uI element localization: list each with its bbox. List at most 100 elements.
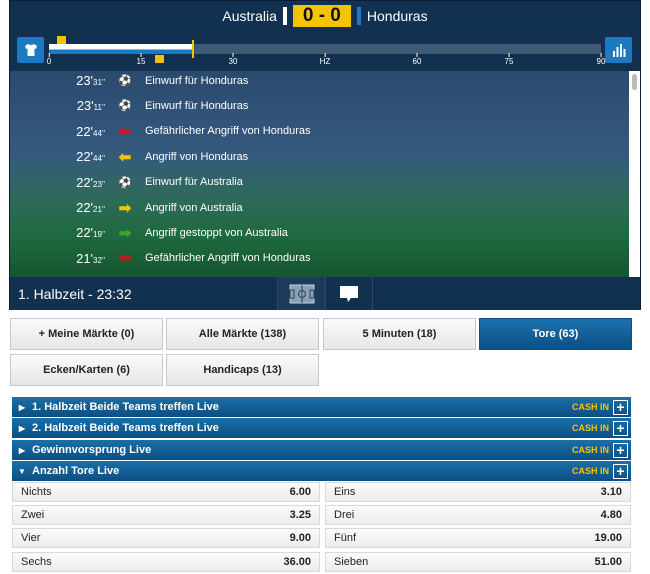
- commentary-button[interactable]: [325, 277, 373, 310]
- market-header[interactable]: ▶ 1. Halbzeit Beide Teams treffen Live CAS…: [12, 397, 631, 417]
- odds-button[interactable]: Nichts 6.00: [12, 482, 320, 502]
- market-tab[interactable]: Tore (63): [479, 318, 632, 350]
- period-label: 1. Halbzeit - 23:32: [18, 286, 132, 302]
- caret-down-icon: ▼: [18, 466, 26, 476]
- event-item: 22'19'' ➡ Angriff gestoppt von Australia: [10, 220, 630, 245]
- event-minute: 22': [76, 149, 94, 165]
- market-title: Anzahl Tore Live: [32, 465, 120, 477]
- event-second: 44'': [93, 128, 105, 138]
- arrow-right-green-icon: ➡: [118, 224, 132, 242]
- market-header[interactable]: ▶ Gewinnvorsprung Live CASH IN +: [12, 440, 631, 460]
- arrow-right-yellow-icon: ➡: [118, 199, 132, 217]
- odds-label: Nichts: [21, 486, 52, 498]
- event-text: Einwurf für Honduras: [145, 74, 249, 87]
- event-second: 44'': [93, 154, 105, 164]
- event-second: 32'': [93, 255, 105, 265]
- odds-button[interactable]: Drei 4.80: [325, 505, 631, 526]
- arrow-left-red-icon: ⬅: [118, 123, 132, 141]
- cash-in-label[interactable]: CASH IN: [571, 445, 609, 455]
- market-tab[interactable]: Handicaps (13): [166, 354, 319, 386]
- event-item: 23'31'' ⚽ Einwurf für Honduras: [10, 71, 630, 93]
- scrollbar-thumb[interactable]: [632, 74, 637, 90]
- odds-button[interactable]: Sechs 36.00: [12, 551, 320, 572]
- odds-value: 51.00: [594, 555, 622, 568]
- away-event-marker[interactable]: [155, 55, 165, 63]
- shirt-icon: [24, 44, 37, 56]
- scrollbar[interactable]: [629, 71, 640, 277]
- cash-in-label[interactable]: CASH IN: [571, 402, 609, 412]
- stats-button[interactable]: [605, 37, 632, 63]
- event-second: 31'': [93, 78, 105, 87]
- odds-value: 4.80: [600, 509, 622, 522]
- odds-button[interactable]: Fünf 19.00: [325, 528, 631, 549]
- odds-label: Fünf: [334, 532, 357, 545]
- odds-label: Drei: [334, 509, 355, 522]
- event-minute: 22': [76, 174, 94, 190]
- event-text: Gefährlicher Angriff von Honduras: [145, 125, 311, 138]
- market-header[interactable]: ▶ 2. Halbzeit Beide Teams treffen Live CAS…: [12, 418, 631, 438]
- event-minute: 22': [76, 123, 94, 139]
- odds-button[interactable]: Sieben 51.00: [325, 551, 631, 572]
- plus-icon[interactable]: +: [613, 463, 628, 479]
- odds-label: Zwei: [21, 509, 45, 522]
- odds-button[interactable]: Zwei 3.25: [12, 505, 320, 526]
- event-time: 22'19'': [10, 225, 105, 240]
- market-tab[interactable]: Ecken/Karten (6): [10, 354, 163, 386]
- caret-right-icon: ▶: [18, 445, 26, 455]
- plus-icon[interactable]: +: [613, 399, 628, 415]
- event-second: 11'': [93, 103, 105, 113]
- event-second: 19'': [93, 230, 105, 240]
- event-time: 21'32'': [10, 251, 105, 266]
- market-tab[interactable]: 5 Minuten (18): [323, 318, 476, 350]
- plus-icon[interactable]: +: [613, 442, 628, 458]
- event-minute: 22': [76, 225, 94, 241]
- market-tab[interactable]: Alle Märkte (138): [166, 318, 319, 350]
- market-title: 1. Halbzeit Beide Teams treffen Live: [32, 401, 219, 413]
- event-time: 22'44'': [10, 149, 105, 164]
- event-text: Gefährlicher Angriff von Honduras: [145, 252, 311, 265]
- away-color-bar: [356, 7, 361, 25]
- event-text: Angriff von Honduras: [145, 150, 249, 163]
- event-minute: 23': [76, 73, 94, 88]
- odds-value: 3.25: [289, 509, 311, 522]
- odds-label: Sechs: [21, 555, 52, 568]
- event-time: 22'21'': [10, 200, 105, 215]
- event-list[interactable]: 23'31'' ⚽ Einwurf für Honduras 23'11'' ⚽ Einw…: [10, 71, 630, 277]
- event-time: 23'31'': [10, 73, 105, 88]
- odds-button[interactable]: Eins 3.10: [325, 482, 631, 502]
- home-team: Australia: [222, 8, 277, 24]
- speech-bubble-icon: [340, 285, 358, 302]
- odds-button[interactable]: Vier 9.00: [12, 528, 320, 549]
- current-time-marker: [192, 40, 195, 58]
- event-item: 22'21'' ➡ Angriff von Australia: [10, 195, 630, 220]
- throw-in-icon: ⚽: [118, 176, 132, 189]
- scoreboard: Australia 0 - 0 Honduras: [10, 5, 640, 27]
- score: 0 - 0: [292, 5, 351, 27]
- event-time: 23'11'': [10, 98, 105, 113]
- market-title: 2. Halbzeit Beide Teams treffen Live: [32, 422, 219, 434]
- odds-value: 9.00: [289, 532, 311, 545]
- lineup-button[interactable]: [17, 37, 44, 63]
- event-text: Angriff von Australia: [145, 201, 243, 214]
- market-tab[interactable]: + Meine Märkte (0): [10, 318, 163, 350]
- caret-right-icon: ▶: [18, 423, 26, 433]
- pitch-view-button[interactable]: [277, 277, 325, 310]
- odds-label: Vier: [21, 532, 41, 545]
- match-tracker: Australia 0 - 0 Honduras 23'31'' ⚽ Einwurf…: [9, 0, 641, 310]
- event-minute: 22': [76, 200, 94, 215]
- cash-in-label[interactable]: CASH IN: [571, 423, 609, 433]
- caret-right-icon: ▶: [18, 402, 26, 412]
- home-event-marker[interactable]: [57, 36, 67, 44]
- event-item: 23'11'' ⚽ Einwurf für Honduras: [10, 93, 630, 118]
- event-second: 21'': [93, 205, 105, 214]
- market-header[interactable]: ▼ Anzahl Tore Live CASH IN +: [12, 461, 631, 481]
- cash-in-label[interactable]: CASH IN: [571, 466, 609, 476]
- timeline-tick: 90: [596, 53, 606, 66]
- odds-label: Eins: [334, 486, 356, 498]
- event-time: 22'23'': [10, 175, 105, 190]
- odds-label: Sieben: [334, 555, 369, 568]
- plus-icon[interactable]: +: [613, 420, 628, 436]
- event-item: 22'23'' ⚽ Einwurf für Australia: [10, 170, 630, 195]
- timeline-bar: [49, 40, 601, 58]
- bar-chart-icon: [612, 44, 625, 57]
